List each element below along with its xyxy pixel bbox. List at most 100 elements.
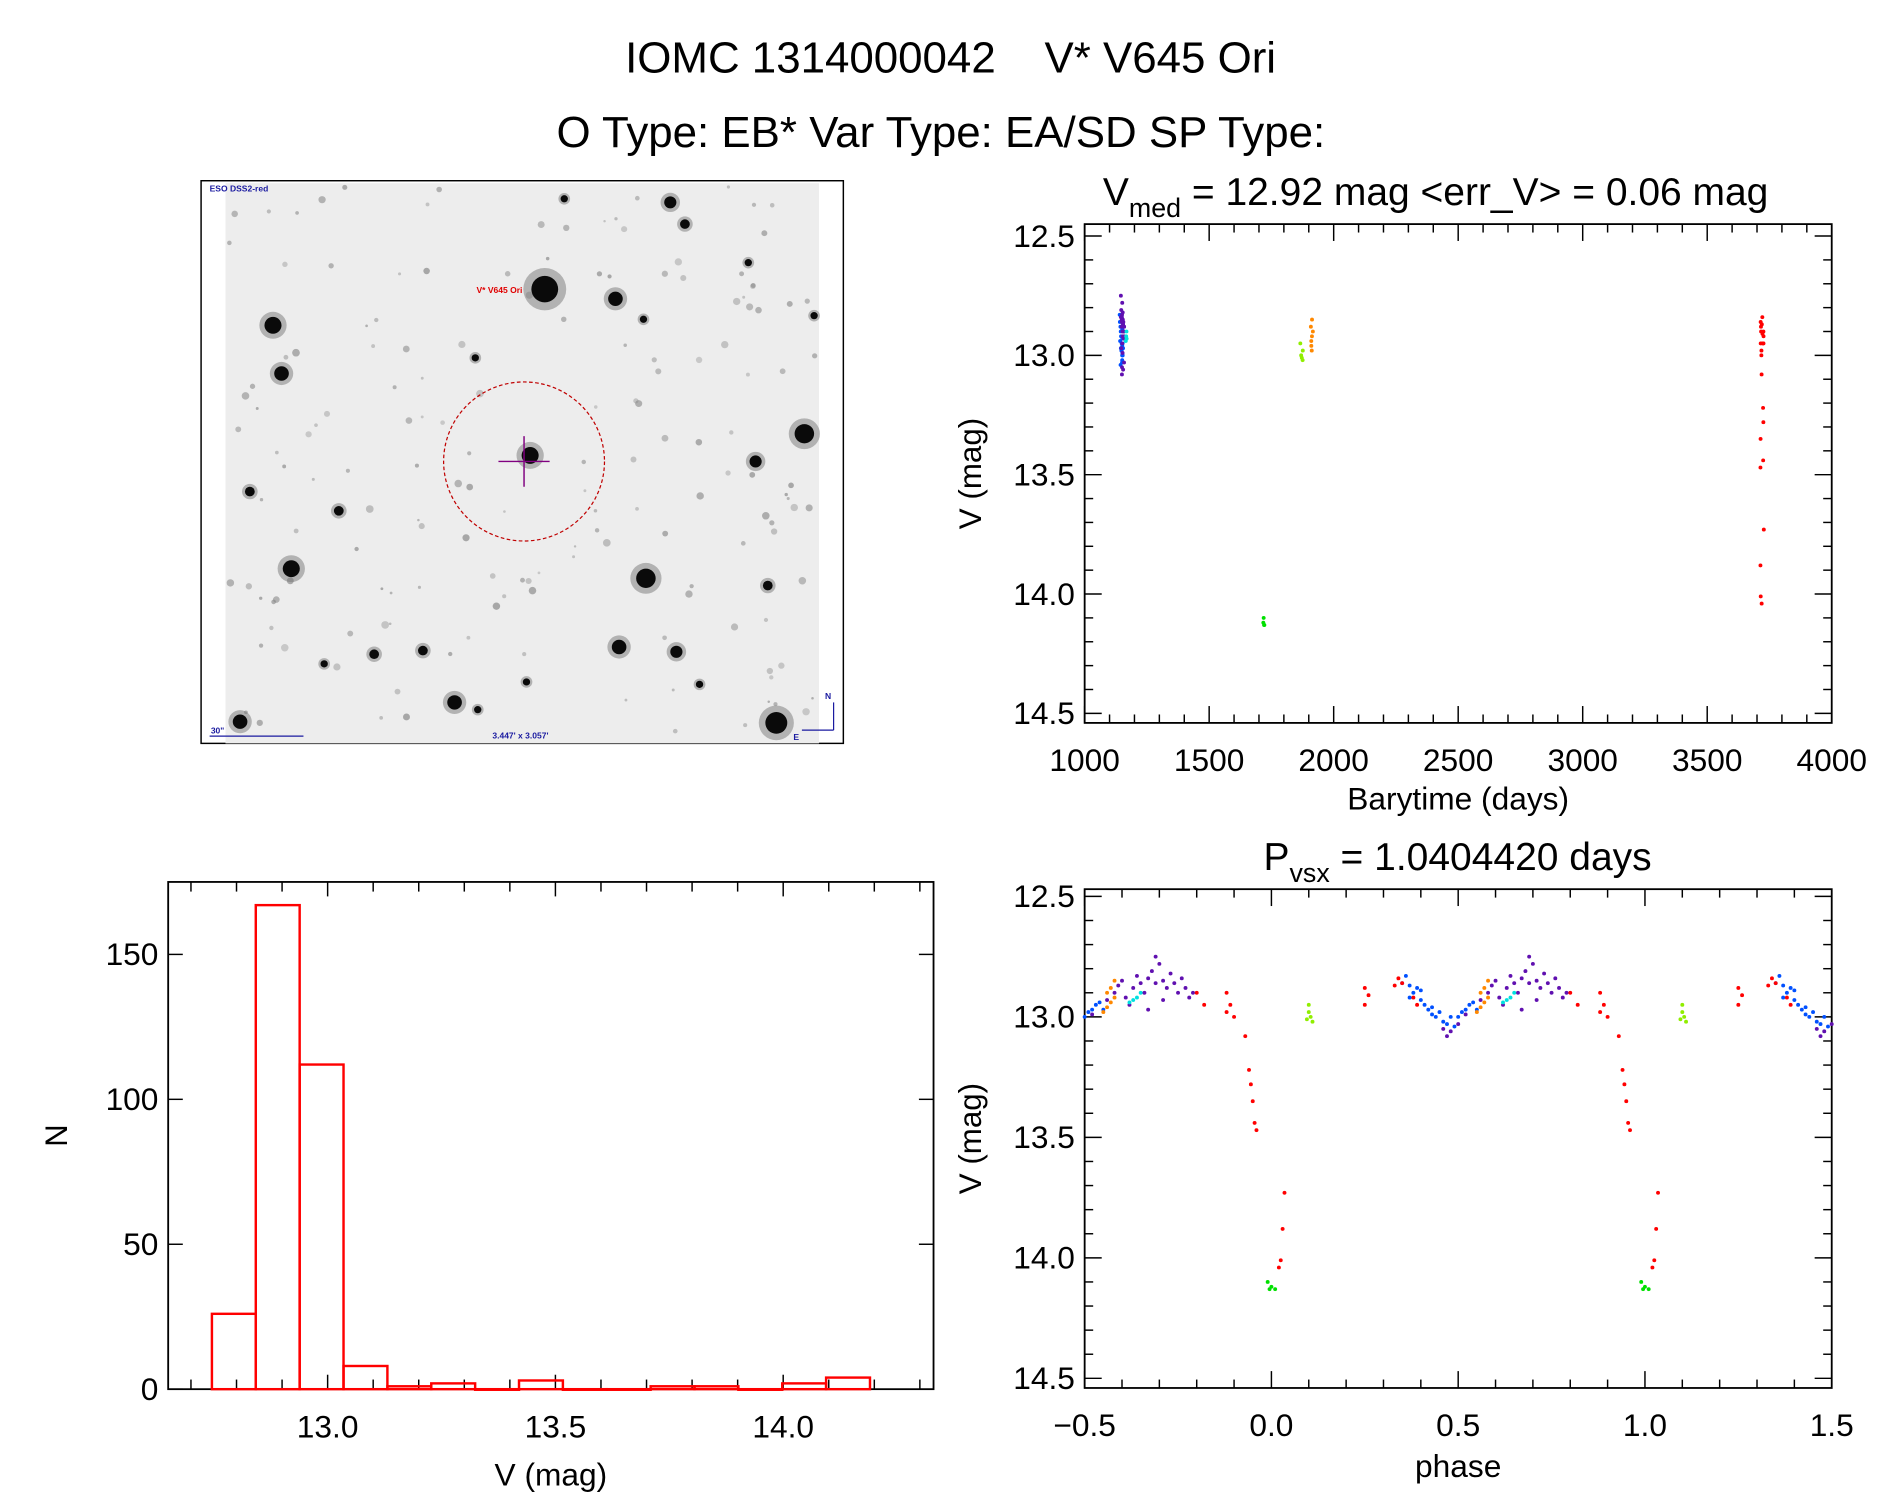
faint-star (281, 644, 289, 652)
histogram-bar (781, 1382, 828, 1391)
data-point (1430, 1005, 1434, 1010)
data-point (1153, 954, 1158, 959)
data-point (1433, 1014, 1438, 1019)
data-point (1119, 372, 1124, 377)
histogram-bar (430, 1382, 477, 1391)
data-point (1310, 329, 1315, 334)
faint-star (235, 426, 242, 433)
data-point (1120, 310, 1125, 315)
faint-star (739, 271, 745, 277)
faint-star (733, 297, 741, 306)
data-point (1519, 976, 1524, 981)
faint-star (520, 577, 525, 583)
data-point (1282, 1190, 1287, 1195)
star (474, 706, 482, 714)
star (521, 446, 539, 464)
faint-star (802, 708, 810, 716)
data-point (1781, 995, 1786, 1000)
star (471, 354, 479, 362)
faint-star (581, 459, 586, 465)
data-point (1407, 995, 1412, 1000)
x-tick-label: 1.0 (1623, 1407, 1667, 1443)
data-point (1119, 346, 1124, 351)
data-point (1278, 1258, 1283, 1263)
data-point (1120, 978, 1124, 983)
data-point (1758, 320, 1763, 324)
data-point (1523, 969, 1528, 974)
data-point (1138, 990, 1143, 995)
plot-frame (167, 881, 935, 1391)
faint-star (420, 376, 424, 380)
faint-star (750, 283, 756, 289)
data-point (1362, 1002, 1367, 1007)
data-point (1508, 995, 1513, 1000)
data-point (1598, 1010, 1603, 1014)
data-point (1418, 998, 1423, 1002)
data-point (1309, 348, 1314, 353)
data-point (1624, 1099, 1629, 1104)
data-point (1441, 1027, 1446, 1031)
target-circle (443, 381, 606, 542)
data-point (1086, 1010, 1091, 1014)
plot-title: Pvsx = 1.0404420 days (1264, 836, 1652, 888)
faint-star (621, 226, 628, 233)
faint-star (476, 389, 484, 398)
data-point (1826, 1024, 1830, 1029)
data-point (1415, 986, 1420, 990)
faint-star (607, 274, 612, 279)
data-point (1641, 1287, 1646, 1292)
faint-star (454, 479, 463, 488)
data-point (1456, 1022, 1461, 1027)
star (810, 312, 818, 320)
data-point (1280, 1227, 1285, 1231)
star (749, 455, 762, 468)
faint-star (365, 324, 368, 328)
data-point (1153, 981, 1158, 986)
faint-star (502, 594, 507, 599)
faint-star (405, 417, 413, 424)
y-tick-label: 12.5 (1013, 218, 1075, 254)
data-point (1309, 343, 1314, 348)
histogram-bar (210, 1312, 258, 1391)
data-point (1829, 1022, 1834, 1027)
histogram-bar (605, 1387, 652, 1391)
star (522, 678, 531, 686)
data-point (1124, 329, 1129, 334)
faint-star (305, 431, 312, 438)
data-point (1161, 978, 1166, 983)
data-point (1445, 1034, 1449, 1039)
faint-star (593, 508, 598, 513)
data-point (1309, 339, 1314, 343)
star (447, 695, 462, 710)
faint-star (328, 263, 334, 269)
data-point (1273, 1287, 1278, 1292)
data-point (1792, 988, 1797, 993)
faint-star (504, 271, 511, 277)
faint-star (695, 356, 703, 364)
data-point (1407, 983, 1412, 988)
data-point (1224, 1010, 1229, 1014)
data-point (1822, 1029, 1827, 1034)
data-point (1740, 993, 1745, 998)
plot-frame (1083, 223, 1833, 724)
faint-star (812, 353, 818, 359)
faint-star (769, 520, 775, 526)
x-tick-label: 3000 (1547, 742, 1617, 778)
data-point (1761, 334, 1766, 339)
histogram-bar (517, 1379, 565, 1391)
data-point (1120, 329, 1125, 334)
data-point (1418, 988, 1423, 993)
star (794, 424, 815, 444)
data-point (1254, 1128, 1259, 1133)
faint-star (695, 438, 703, 446)
x-tick-label: 2500 (1423, 742, 1493, 778)
faint-star (380, 587, 384, 591)
data-point (1300, 348, 1305, 353)
faint-star (371, 344, 376, 348)
east-label: E (793, 732, 799, 742)
star (744, 259, 752, 267)
x-tick-label: 3500 (1672, 742, 1742, 778)
y-axis-label: N (38, 1124, 74, 1147)
data-point (1403, 973, 1408, 978)
data-point (1120, 300, 1125, 305)
